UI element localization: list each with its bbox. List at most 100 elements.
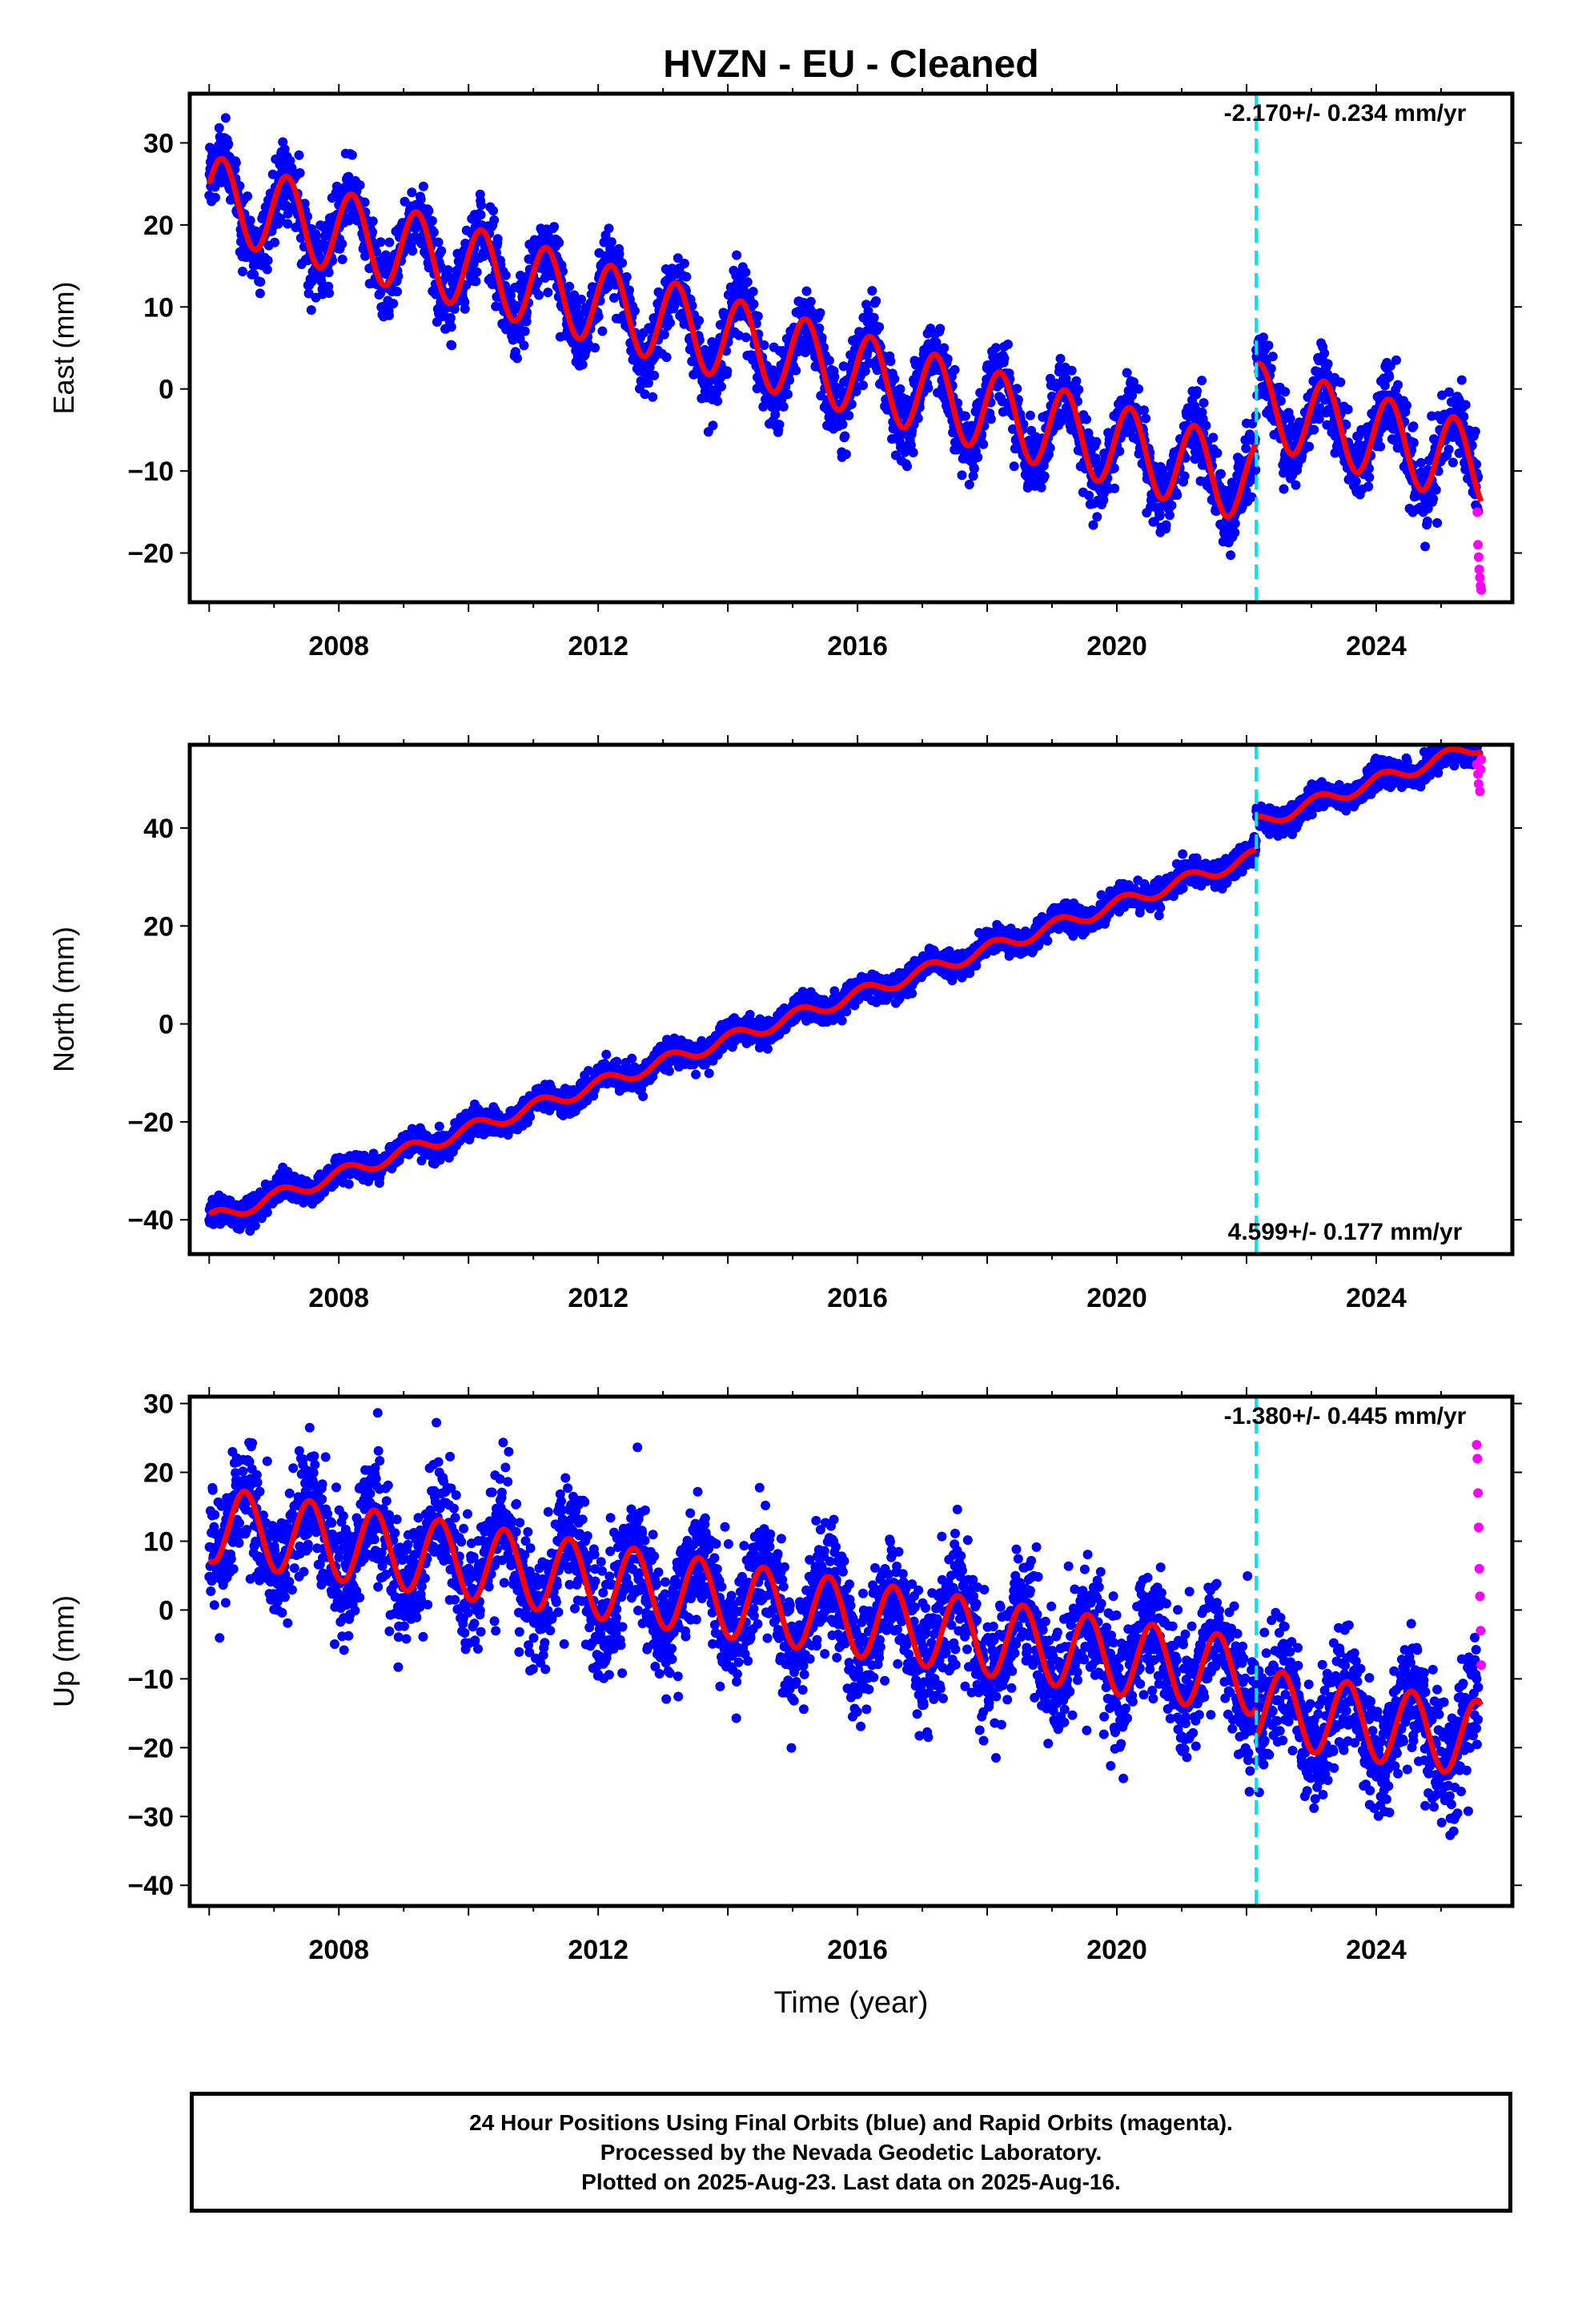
final-orbit-point xyxy=(1375,441,1386,452)
final-orbit-point xyxy=(1199,398,1209,408)
final-orbit-point xyxy=(1443,444,1454,455)
final-orbit-point xyxy=(343,1179,354,1189)
final-orbit-point xyxy=(673,253,683,263)
final-orbit-point xyxy=(1408,437,1419,448)
final-orbit-point xyxy=(679,259,689,268)
final-orbit-point xyxy=(488,206,498,216)
final-orbit-point xyxy=(867,286,877,296)
final-orbit-point xyxy=(748,287,758,297)
final-orbit-point xyxy=(388,299,399,309)
final-orbit-point xyxy=(1110,483,1120,493)
final-orbit-point xyxy=(1309,424,1319,435)
final-orbit-point xyxy=(713,396,723,406)
final-orbit-point xyxy=(1275,396,1286,406)
final-orbit-point xyxy=(606,237,616,247)
final-orbit-point xyxy=(418,181,428,191)
final-orbit-point xyxy=(255,288,265,299)
chart-title: HVZN - EU - Cleaned xyxy=(663,43,1038,86)
final-orbit-point xyxy=(283,219,293,229)
final-orbit-point xyxy=(428,227,439,238)
y-tick-label: 10 xyxy=(143,292,174,323)
final-orbit-point xyxy=(1208,432,1219,443)
final-orbit-point xyxy=(774,420,785,430)
rapid-orbit-point xyxy=(1475,573,1485,583)
y-tick-label: 40 xyxy=(143,814,174,844)
final-orbit-point xyxy=(694,316,705,326)
final-orbit-point xyxy=(1291,480,1301,490)
final-orbit-point xyxy=(489,215,500,225)
final-orbit-point xyxy=(1012,384,1022,394)
final-orbit-point xyxy=(1391,355,1401,365)
final-orbit-point xyxy=(1092,512,1102,522)
x-tick-label: 2012 xyxy=(568,631,628,661)
final-orbit-point xyxy=(1197,376,1207,386)
final-orbit-point xyxy=(895,384,905,394)
final-orbit-point xyxy=(281,200,291,211)
final-orbit-point xyxy=(471,276,481,287)
final-orbit-point xyxy=(1402,400,1411,411)
final-orbit-point xyxy=(549,222,560,232)
final-orbit-point xyxy=(505,290,516,300)
final-orbit-point xyxy=(858,380,868,391)
x-tick-label: 2016 xyxy=(827,631,888,661)
x-tick-label: 2020 xyxy=(1086,1283,1147,1313)
final-orbit-point xyxy=(1114,446,1125,456)
final-orbit-point xyxy=(1201,420,1211,431)
final-orbit-point xyxy=(950,364,960,375)
final-orbit-point xyxy=(306,305,316,316)
final-orbit-point xyxy=(1263,340,1274,351)
final-orbit-point xyxy=(337,239,347,249)
final-orbit-point xyxy=(392,287,403,297)
final-orbit-point xyxy=(270,237,280,247)
final-orbit-point xyxy=(445,313,456,323)
y-tick-label: 20 xyxy=(143,911,174,942)
final-orbit-point xyxy=(643,378,653,388)
final-orbit-point xyxy=(753,311,763,321)
final-orbit-point xyxy=(1091,436,1102,447)
final-orbit-point xyxy=(245,215,255,226)
final-orbit-point xyxy=(805,296,816,307)
final-orbit-point xyxy=(964,480,974,489)
final-orbit-point xyxy=(1230,528,1240,537)
final-orbit-point xyxy=(749,299,759,309)
final-orbit-point xyxy=(722,366,733,376)
x-tick-label: 2016 xyxy=(827,1283,888,1313)
final-orbit-point xyxy=(829,372,840,382)
final-orbit-point xyxy=(1447,457,1458,468)
final-orbit-point xyxy=(1179,471,1190,481)
final-orbit-point xyxy=(512,353,522,364)
final-orbit-point xyxy=(1428,494,1439,504)
final-orbit-point xyxy=(1192,386,1202,396)
final-orbit-point xyxy=(629,306,640,316)
final-orbit-point xyxy=(973,452,983,462)
final-orbit-point xyxy=(1025,410,1035,420)
y-tick-label: −10 xyxy=(127,456,174,487)
final-orbit-point xyxy=(1074,384,1084,395)
final-orbit-point xyxy=(299,199,310,209)
final-orbit-point xyxy=(815,308,825,318)
final-orbit-point xyxy=(614,249,624,259)
final-orbit-point xyxy=(986,414,996,424)
final-orbit-point xyxy=(1139,405,1149,416)
rapid-orbit-point xyxy=(1473,552,1484,562)
final-orbit-point xyxy=(427,215,437,226)
final-orbit-point xyxy=(1055,353,1066,364)
final-orbit-point xyxy=(840,431,850,441)
final-orbit-point xyxy=(960,411,970,421)
final-orbit-point xyxy=(311,231,321,241)
final-orbit-point xyxy=(243,191,253,201)
final-orbit-point xyxy=(935,324,946,334)
x-tick-label: 2008 xyxy=(308,1283,369,1313)
final-orbit-point xyxy=(791,365,801,376)
final-orbit-point xyxy=(1431,485,1441,495)
final-orbit-point xyxy=(476,200,486,211)
final-orbit-point xyxy=(939,343,950,353)
final-orbit-point xyxy=(231,158,241,168)
final-orbit-point xyxy=(1335,377,1346,388)
x-tick-label: 2024 xyxy=(1346,631,1407,661)
final-orbit-point xyxy=(1071,376,1082,386)
final-orbit-point xyxy=(577,360,588,370)
x-tick-label: 2020 xyxy=(1086,631,1147,661)
